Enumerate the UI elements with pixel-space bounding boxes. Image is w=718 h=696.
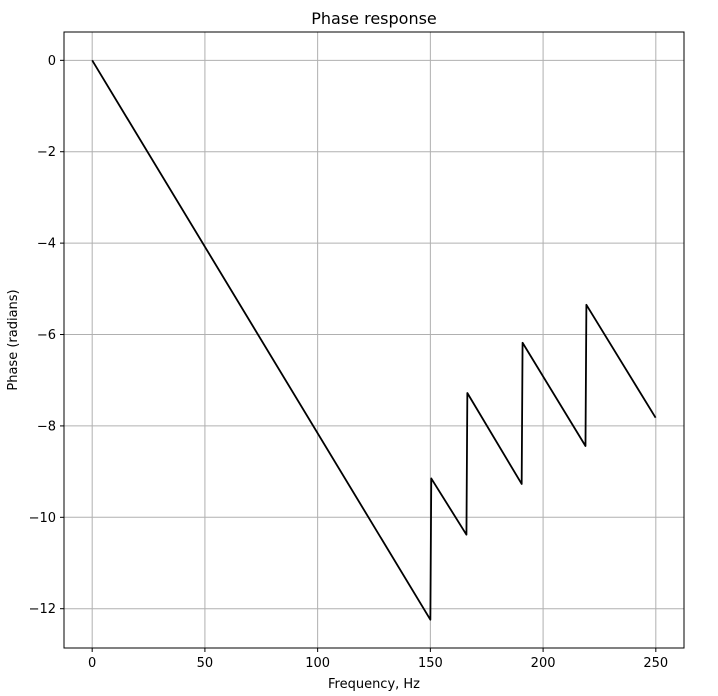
y-axis-ticks: 0 −2 −4 −6 −8 −10 −12 xyxy=(29,54,64,617)
x-tick-label-4: 200 xyxy=(531,656,556,671)
y-tick-label-0: 0 xyxy=(48,54,56,69)
grid-lines xyxy=(64,32,684,648)
x-axis-ticks: 0 50 100 150 200 250 xyxy=(88,648,668,671)
y-tick-label-4: −8 xyxy=(37,419,56,434)
x-tick-label-2: 100 xyxy=(305,656,330,671)
y-tick-label-5: −10 xyxy=(29,511,56,526)
y-tick-label-2: −4 xyxy=(37,237,56,252)
x-tick-label-1: 50 xyxy=(197,656,214,671)
y-axis-label: Phase (radians) xyxy=(6,289,21,390)
x-tick-label-5: 250 xyxy=(643,656,668,671)
x-axis-label: Frequency, Hz xyxy=(328,677,420,692)
x-tick-label-3: 150 xyxy=(418,656,443,671)
y-tick-label-3: −6 xyxy=(37,328,56,343)
y-tick-label-6: −12 xyxy=(29,602,56,617)
series-lines xyxy=(91,59,657,621)
x-tick-label-0: 0 xyxy=(88,656,96,671)
axes-frame xyxy=(63,31,685,649)
plot-frame xyxy=(63,31,685,649)
series-line-0 xyxy=(91,59,657,621)
chart-title: Phase response xyxy=(311,9,437,28)
y-tick-label-1: −2 xyxy=(37,145,56,160)
